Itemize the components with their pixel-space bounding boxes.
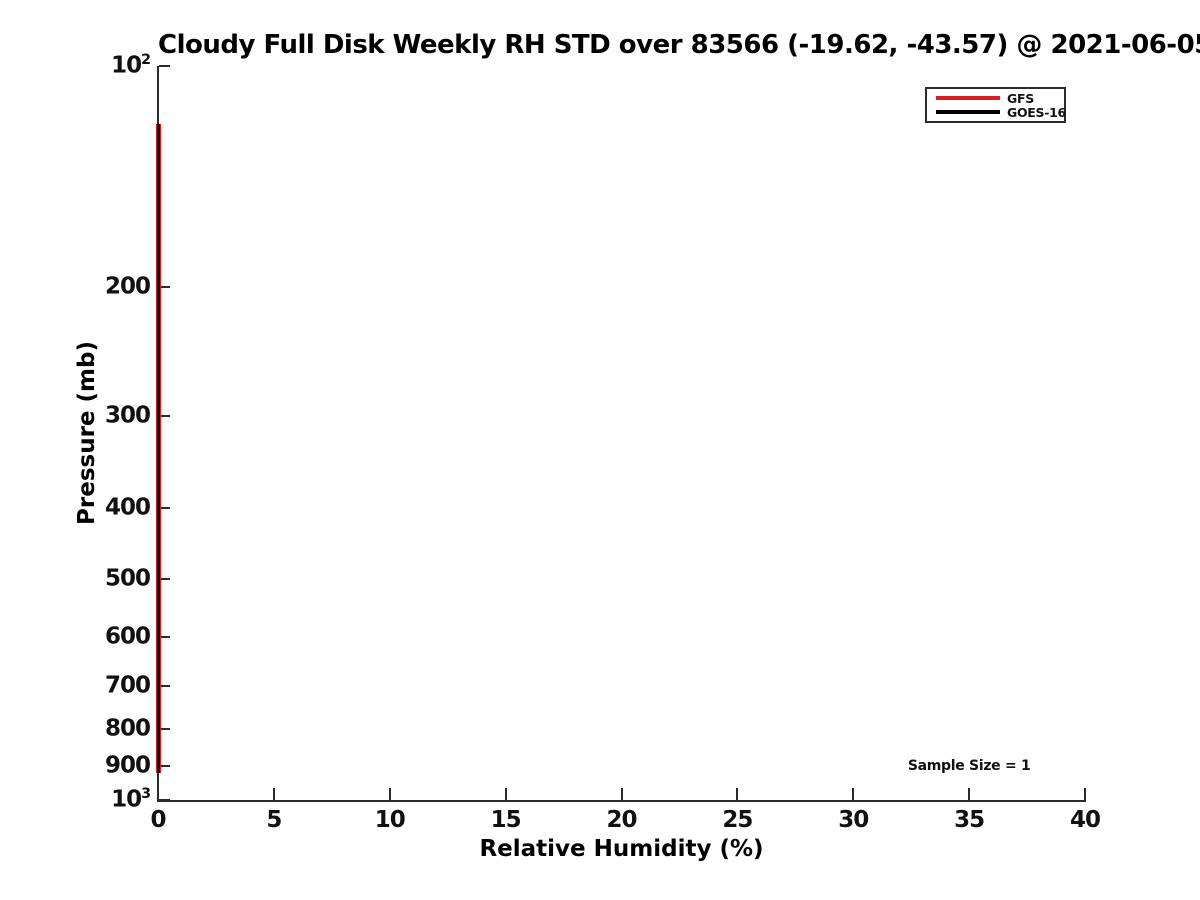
legend-box: GFS GOES-16 (925, 87, 1066, 123)
x-tick-label: 0 (150, 807, 166, 833)
y-tick-mark (159, 799, 170, 801)
x-tick-mark (272, 788, 275, 800)
legend-label: GFS (1007, 90, 1034, 106)
y-tick-label: 700 (104, 672, 151, 699)
x-tick-mark (968, 788, 971, 800)
x-tick-mark (388, 788, 391, 800)
x-tick-label: 25 (722, 807, 753, 833)
x-tick-label: 10 (374, 807, 406, 833)
y-tick-mark (159, 636, 170, 639)
legend-entry: GFS (927, 90, 1064, 106)
x-tick-label: 15 (490, 807, 522, 833)
x-tick-label: 30 (838, 807, 869, 833)
x-tick-label: 40 (1069, 807, 1101, 833)
y-tick-label: 600 (104, 623, 151, 650)
y-tick-mark (159, 578, 170, 581)
y-tick-label: 800 (104, 715, 151, 742)
x-axis-spine (157, 800, 1086, 802)
y-tick-label: 103 (111, 785, 151, 813)
chart-title: Cloudy Full Disk Weekly RH STD over 8356… (158, 30, 1200, 60)
x-tick-mark (157, 788, 159, 800)
x-tick-mark (736, 788, 739, 800)
x-tick-label: 20 (606, 807, 637, 833)
y-tick-label: 300 (104, 402, 151, 429)
y-tick-mark (159, 285, 170, 288)
y-tick-mark (159, 506, 170, 509)
x-tick-label: 35 (954, 807, 985, 833)
y-tick-mark (159, 727, 170, 730)
legend-line-swatch (936, 110, 1000, 114)
x-tick-mark (504, 788, 507, 800)
y-tick-label: 102 (111, 51, 151, 79)
y-tick-label: 500 (104, 565, 151, 592)
series-line-goes-16 (156, 124, 160, 774)
y-tick-label: 400 (104, 494, 151, 521)
y-tick-label: 900 (104, 752, 151, 779)
y-tick-mark (159, 65, 170, 67)
x-axis-label: Relative Humidity (%) (479, 836, 764, 862)
x-tick-mark (852, 788, 855, 800)
sample-size-annotation: Sample Size = 1 (907, 758, 1031, 775)
legend-line-swatch (936, 96, 1000, 100)
legend-label: GOES-16 (1007, 104, 1066, 120)
y-tick-label: 200 (104, 273, 151, 300)
legend-entry: GOES-16 (927, 104, 1066, 120)
x-tick-label: 5 (266, 807, 282, 833)
legend-entries: GFS GOES-16 (927, 90, 1066, 120)
y-tick-mark (159, 685, 170, 688)
y-tick-mark (159, 765, 170, 768)
x-tick-mark (1084, 788, 1086, 800)
y-tick-mark (159, 415, 170, 418)
x-tick-mark (620, 788, 623, 800)
